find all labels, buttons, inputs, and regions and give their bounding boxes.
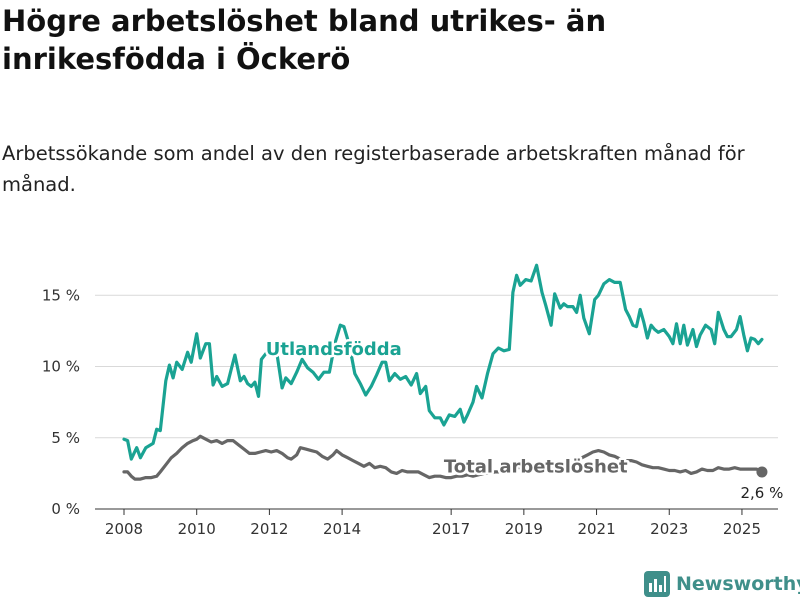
bar-chart-icon [644,571,670,597]
grid-lines [95,294,778,439]
end-value-label: 2,6 % [740,484,783,502]
x-axis [95,508,778,515]
chart-title: Högre arbetslöshet bland utrikes- än inr… [2,4,607,76]
x-tick-label: 2014 [323,520,361,538]
x-tick-label: 2012 [250,520,288,538]
x-tick-label: 2010 [178,520,216,538]
tick-labels: 0 % 5 % 10 % 15 % 2008 2010 2012 2014 2017 2019 20… [42,286,761,538]
series-lines [122,263,764,481]
brand-logo: Newsworthy [644,569,800,599]
series-line-total-arbetslöshet [122,434,764,481]
x-tick-label: 2023 [650,520,688,538]
x-tick-label: 2017 [432,520,470,538]
x-tick-label: 2019 [505,520,543,538]
y-tick-label: 0 % [51,500,80,518]
x-tick-label: 2008 [105,520,143,538]
brand-name: Newsworthy [676,573,800,595]
y-tick-label: 10 % [42,358,80,376]
series-line-utlandsfödda [122,263,764,461]
x-tick-label: 2025 [723,520,761,538]
x-tick-label: 2021 [577,520,615,538]
series-label-halo: Utlandsfödda [266,339,402,360]
series-label: Utlandsfödda [266,339,402,360]
y-tick-label: 5 % [51,429,80,447]
end-point-marker [756,466,768,478]
series-label-halo: Total arbetslöshet [444,457,628,478]
y-tick-label: 15 % [42,286,80,304]
series-label: Total arbetslöshet [444,457,628,478]
chart-subtitle: Arbetssökande som andel av den registerb… [2,142,745,196]
